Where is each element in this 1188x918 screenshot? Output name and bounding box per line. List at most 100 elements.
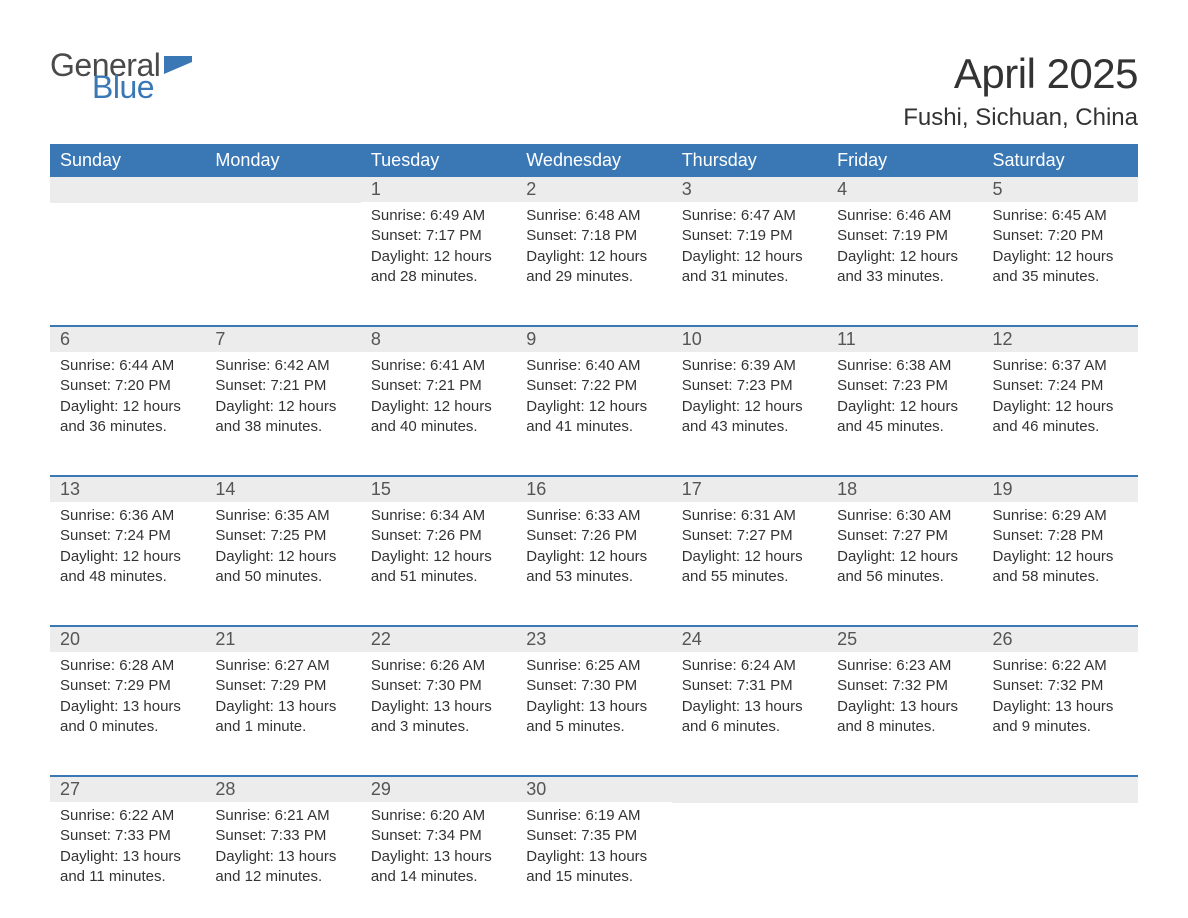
day-body: Sunrise: 6:30 AMSunset: 7:27 PMDaylight:… <box>827 502 982 593</box>
sunset-text: Sunset: 7:23 PM <box>682 376 817 396</box>
day-body: Sunrise: 6:41 AMSunset: 7:21 PMDaylight:… <box>361 352 516 443</box>
day-body: Sunrise: 6:21 AMSunset: 7:33 PMDaylight:… <box>205 802 360 893</box>
daylight-text: Daylight: 13 hours and 3 minutes. <box>371 697 506 738</box>
daylight-text: Daylight: 13 hours and 11 minutes. <box>60 847 195 888</box>
daylight-text: Daylight: 12 hours and 29 minutes. <box>526 247 661 288</box>
sunrise-text: Sunrise: 6:36 AM <box>60 506 195 526</box>
sunrise-text: Sunrise: 6:26 AM <box>371 656 506 676</box>
sunset-text: Sunset: 7:29 PM <box>215 676 350 696</box>
sunset-text: Sunset: 7:28 PM <box>993 526 1128 546</box>
day-cell: 3Sunrise: 6:47 AMSunset: 7:19 PMDaylight… <box>672 177 827 307</box>
day-number: 25 <box>827 627 982 652</box>
sunset-text: Sunset: 7:32 PM <box>993 676 1128 696</box>
sunset-text: Sunset: 7:26 PM <box>526 526 661 546</box>
day-body: Sunrise: 6:22 AMSunset: 7:32 PMDaylight:… <box>983 652 1138 743</box>
weekday-header: Friday <box>827 144 982 177</box>
day-cell: 25Sunrise: 6:23 AMSunset: 7:32 PMDayligh… <box>827 627 982 757</box>
day-number: 9 <box>516 327 671 352</box>
sunset-text: Sunset: 7:24 PM <box>993 376 1128 396</box>
sunset-text: Sunset: 7:29 PM <box>60 676 195 696</box>
day-body: Sunrise: 6:28 AMSunset: 7:29 PMDaylight:… <box>50 652 205 743</box>
day-number: 1 <box>361 177 516 202</box>
day-cell <box>827 777 982 907</box>
weekday-header: Tuesday <box>361 144 516 177</box>
daylight-text: Daylight: 13 hours and 14 minutes. <box>371 847 506 888</box>
sunset-text: Sunset: 7:27 PM <box>837 526 972 546</box>
day-number: 17 <box>672 477 827 502</box>
weekday-header-row: Sunday Monday Tuesday Wednesday Thursday… <box>50 144 1138 177</box>
daylight-text: Daylight: 13 hours and 5 minutes. <box>526 697 661 738</box>
daylight-text: Daylight: 12 hours and 38 minutes. <box>215 397 350 438</box>
day-cell: 7Sunrise: 6:42 AMSunset: 7:21 PMDaylight… <box>205 327 360 457</box>
day-cell: 18Sunrise: 6:30 AMSunset: 7:27 PMDayligh… <box>827 477 982 607</box>
daylight-text: Daylight: 12 hours and 43 minutes. <box>682 397 817 438</box>
calendar-week: 20Sunrise: 6:28 AMSunset: 7:29 PMDayligh… <box>50 625 1138 757</box>
daylight-text: Daylight: 12 hours and 55 minutes. <box>682 547 817 588</box>
sunrise-text: Sunrise: 6:37 AM <box>993 356 1128 376</box>
sunset-text: Sunset: 7:20 PM <box>993 226 1128 246</box>
sunset-text: Sunset: 7:27 PM <box>682 526 817 546</box>
day-body: Sunrise: 6:40 AMSunset: 7:22 PMDaylight:… <box>516 352 671 443</box>
day-cell: 16Sunrise: 6:33 AMSunset: 7:26 PMDayligh… <box>516 477 671 607</box>
day-body: Sunrise: 6:24 AMSunset: 7:31 PMDaylight:… <box>672 652 827 743</box>
sunset-text: Sunset: 7:19 PM <box>837 226 972 246</box>
sunrise-text: Sunrise: 6:49 AM <box>371 206 506 226</box>
day-cell <box>983 777 1138 907</box>
sunrise-text: Sunrise: 6:27 AM <box>215 656 350 676</box>
daylight-text: Daylight: 13 hours and 1 minute. <box>215 697 350 738</box>
day-number: 5 <box>983 177 1138 202</box>
day-number: 27 <box>50 777 205 802</box>
day-body: Sunrise: 6:29 AMSunset: 7:28 PMDaylight:… <box>983 502 1138 593</box>
sunrise-text: Sunrise: 6:41 AM <box>371 356 506 376</box>
month-title: April 2025 <box>903 50 1138 98</box>
day-number: 10 <box>672 327 827 352</box>
day-cell: 21 Sunrise: 6:27 AMSunset: 7:29 PMDayligh… <box>205 627 360 757</box>
header: General Blue April 2025 Fushi, Sichuan, … <box>50 50 1138 132</box>
day-number: 24 <box>672 627 827 652</box>
day-number: 19 <box>983 477 1138 502</box>
sunset-text: Sunset: 7:34 PM <box>371 826 506 846</box>
day-body: Sunrise: 6:33 AMSunset: 7:26 PMDaylight:… <box>516 502 671 593</box>
day-body: Sunrise: 6:35 AMSunset: 7:25 PMDaylight:… <box>205 502 360 593</box>
day-number: 15 <box>361 477 516 502</box>
sunset-text: Sunset: 7:22 PM <box>526 376 661 396</box>
day-body: Sunrise: 6:49 AMSunset: 7:17 PMDaylight:… <box>361 202 516 293</box>
sunrise-text: Sunrise: 6:39 AM <box>682 356 817 376</box>
day-cell: 29Sunrise: 6:20 AMSunset: 7:34 PMDayligh… <box>361 777 516 907</box>
daylight-text: Daylight: 12 hours and 36 minutes. <box>60 397 195 438</box>
day-number: 20 <box>50 627 205 652</box>
day-number: 23 <box>516 627 671 652</box>
daylight-text: Daylight: 12 hours and 45 minutes. <box>837 397 972 438</box>
sunrise-text: Sunrise: 6:48 AM <box>526 206 661 226</box>
day-body: Sunrise: 6:39 AMSunset: 7:23 PMDaylight:… <box>672 352 827 443</box>
day-cell: 17Sunrise: 6:31 AMSunset: 7:27 PMDayligh… <box>672 477 827 607</box>
day-number: 8 <box>361 327 516 352</box>
weekday-header: Saturday <box>983 144 1138 177</box>
day-body: Sunrise: 6:19 AMSunset: 7:35 PMDaylight:… <box>516 802 671 893</box>
day-number: 30 <box>516 777 671 802</box>
day-body: Sunrise: 6:42 AMSunset: 7:21 PMDaylight:… <box>205 352 360 443</box>
daylight-text: Daylight: 12 hours and 35 minutes. <box>993 247 1128 288</box>
sunset-text: Sunset: 7:33 PM <box>60 826 195 846</box>
daylight-text: Daylight: 12 hours and 56 minutes. <box>837 547 972 588</box>
sunset-text: Sunset: 7:32 PM <box>837 676 972 696</box>
day-number: 12 <box>983 327 1138 352</box>
sunset-text: Sunset: 7:23 PM <box>837 376 972 396</box>
sunrise-text: Sunrise: 6:33 AM <box>526 506 661 526</box>
daylight-text: Daylight: 12 hours and 50 minutes. <box>215 547 350 588</box>
daylight-text: Daylight: 12 hours and 33 minutes. <box>837 247 972 288</box>
day-body: Sunrise: 6:48 AMSunset: 7:18 PMDaylight:… <box>516 202 671 293</box>
day-cell: 27 Sunrise: 6:22 AMSunset: 7:33 PMDayligh… <box>50 777 205 907</box>
day-number: 21 <box>205 627 360 652</box>
sunrise-text: Sunrise: 6:22 AM <box>60 806 195 826</box>
day-number: 29 <box>361 777 516 802</box>
day-number: 18 <box>827 477 982 502</box>
sunrise-text: Sunrise: 6:44 AM <box>60 356 195 376</box>
sunset-text: Sunset: 7:30 PM <box>526 676 661 696</box>
logo: General Blue <box>50 50 192 103</box>
day-cell <box>672 777 827 907</box>
day-body: Sunrise: 6:34 AMSunset: 7:26 PMDaylight:… <box>361 502 516 593</box>
day-number: 7 <box>205 327 360 352</box>
day-number: 16 <box>516 477 671 502</box>
day-number: 14 <box>205 477 360 502</box>
